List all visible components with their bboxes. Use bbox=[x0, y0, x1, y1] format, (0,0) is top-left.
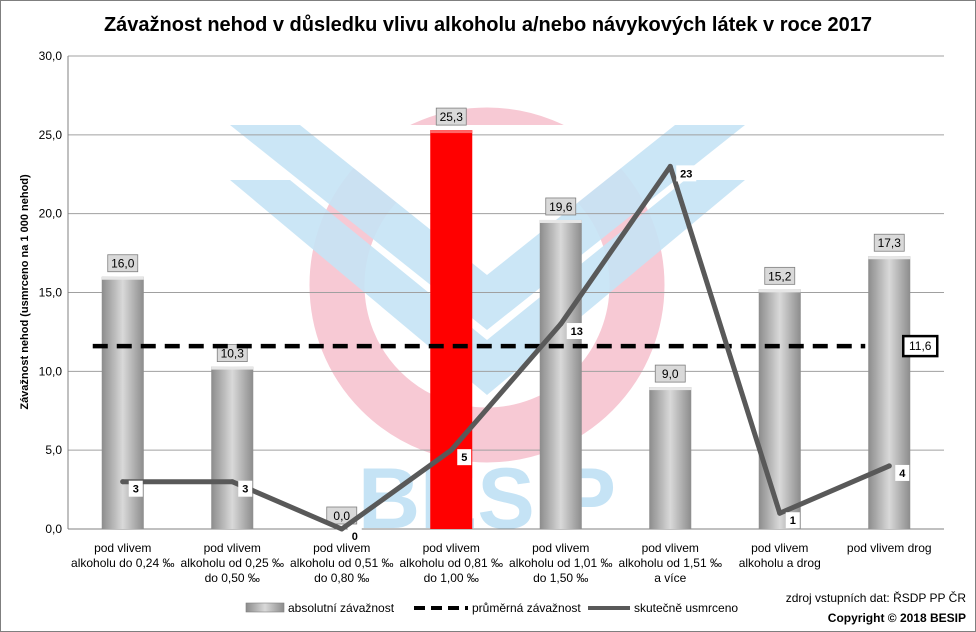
y-axis-ticks: 0,0 5,0 10,0 15,0 20,0 25,0 30,0 bbox=[39, 49, 63, 536]
deaths-value-box bbox=[128, 480, 143, 497]
legend-label-average: průměrná závažnost bbox=[472, 601, 581, 615]
bar-top bbox=[539, 219, 582, 223]
deaths-value-label: 3 bbox=[133, 484, 139, 496]
category-label: pod vlivem alkoholu a drog bbox=[739, 541, 821, 570]
deaths-point bbox=[886, 463, 892, 469]
bar-value-box bbox=[654, 364, 686, 383]
deaths-point bbox=[448, 447, 454, 453]
bar-top bbox=[211, 366, 254, 370]
copyright: Copyright © 2018 BESIP bbox=[828, 611, 966, 625]
category-label: pod vlivem alkoholu od 0,51 ‰ do 0,80 ‰ bbox=[290, 541, 393, 585]
deaths-value-label: 3 bbox=[242, 484, 248, 496]
deaths-point bbox=[339, 526, 345, 532]
deaths-line: 3 3 0 5 13 23 1 4 bbox=[120, 163, 910, 544]
deaths-point bbox=[777, 510, 783, 516]
legend-label-bars: absolutní závažnost bbox=[288, 601, 395, 615]
bar-value-label: 16,0 bbox=[111, 257, 135, 271]
y-tick-label: 10,0 bbox=[39, 364, 63, 378]
y-tick-label: 0,0 bbox=[45, 522, 62, 536]
bar-value-box bbox=[435, 107, 467, 126]
legend-item-average: průměrná závažnost bbox=[414, 601, 581, 615]
deaths-value-label: 13 bbox=[571, 326, 583, 338]
category-label: pod vlivem alkoholu od 1,01 ‰ do 1,50 ‰ bbox=[509, 541, 612, 585]
legend: absolutní závažnost průměrná závažnost s… bbox=[245, 601, 738, 615]
bar-value-label: 0,0 bbox=[333, 509, 350, 523]
legend-label-deaths: skutečně usmrceno bbox=[634, 601, 738, 615]
y-tick-label: 25,0 bbox=[39, 128, 63, 142]
y-tick-label: 20,0 bbox=[39, 207, 63, 221]
bar-value-box bbox=[107, 254, 139, 273]
bar bbox=[868, 256, 911, 529]
legend-item-deaths: skutečně usmrceno bbox=[588, 601, 738, 615]
bar-top bbox=[101, 276, 144, 280]
y-tick-label: 30,0 bbox=[39, 49, 63, 63]
chart-title: Závažnost nehod v důsledku vlivu alkohol… bbox=[104, 14, 872, 36]
y-tick-label: 15,0 bbox=[39, 286, 63, 300]
category-label: pod vlivem alkoholu od 1,51 ‰ a více bbox=[619, 541, 722, 585]
deaths-value-box bbox=[566, 323, 587, 340]
bar-value-box bbox=[545, 197, 577, 216]
y-tick-label: 5,0 bbox=[45, 443, 62, 457]
bar-value-box bbox=[216, 344, 248, 363]
bar-top bbox=[868, 256, 911, 260]
bar-value-box bbox=[873, 233, 905, 252]
deaths-value-box bbox=[785, 512, 800, 529]
deaths-point bbox=[120, 479, 126, 485]
deaths-value-label: 0 bbox=[352, 531, 358, 543]
category-label: pod vlivem drog bbox=[847, 541, 932, 555]
bar-value-label: 25,3 bbox=[440, 110, 464, 124]
bar-top bbox=[758, 289, 801, 293]
category-label: pod vlivem alkoholu od 0,25 ‰ do 0,50 ‰ bbox=[181, 541, 284, 585]
bar-value-label: 15,2 bbox=[768, 269, 792, 283]
deaths-value-box bbox=[347, 528, 362, 544]
bar-value-box bbox=[764, 266, 796, 285]
average-line: 11,6 bbox=[92, 334, 939, 358]
category-label: pod vlivem alkoholu do 0,24 ‰ bbox=[71, 541, 174, 570]
average-value-label: 11,6 bbox=[909, 339, 932, 353]
x-axis-categories: pod vlivem alkoholu do 0,24 ‰pod vlivem al… bbox=[71, 541, 932, 585]
deaths-value-box bbox=[895, 464, 910, 481]
deaths-value-label: 4 bbox=[899, 468, 906, 480]
bar-value-label: 19,6 bbox=[549, 200, 573, 214]
bar-value-label: 10,3 bbox=[221, 347, 245, 361]
deaths-point bbox=[667, 163, 673, 169]
bar bbox=[539, 219, 582, 529]
bar bbox=[649, 387, 692, 529]
y-axis-label: Závažnost nehod (usmrceno na 1 000 nehod… bbox=[19, 174, 31, 410]
category-label: pod vlivem alkoholu od 0,81 ‰ do 1,00 ‰ bbox=[400, 541, 503, 585]
bar-value-label: 17,3 bbox=[878, 236, 902, 250]
deaths-value-label: 1 bbox=[790, 515, 796, 527]
deaths-value-label: 23 bbox=[680, 168, 692, 180]
bar bbox=[430, 130, 473, 529]
bar-top bbox=[649, 387, 692, 391]
average-value-box bbox=[902, 334, 939, 358]
bar bbox=[758, 289, 801, 529]
deaths-value-box bbox=[238, 480, 253, 497]
bar-top bbox=[430, 130, 473, 134]
bar-value-label: 9,0 bbox=[662, 367, 679, 381]
deaths-value-box bbox=[676, 165, 697, 182]
bar bbox=[211, 366, 254, 529]
deaths-point bbox=[229, 479, 235, 485]
deaths-point bbox=[558, 321, 564, 327]
legend-item-bars: absolutní závažnost bbox=[245, 601, 395, 615]
deaths-value-box bbox=[457, 449, 472, 466]
data-source: zdroj vstupních dat: ŘSDP PP ČR bbox=[786, 590, 967, 605]
deaths-value-label: 5 bbox=[461, 452, 467, 464]
